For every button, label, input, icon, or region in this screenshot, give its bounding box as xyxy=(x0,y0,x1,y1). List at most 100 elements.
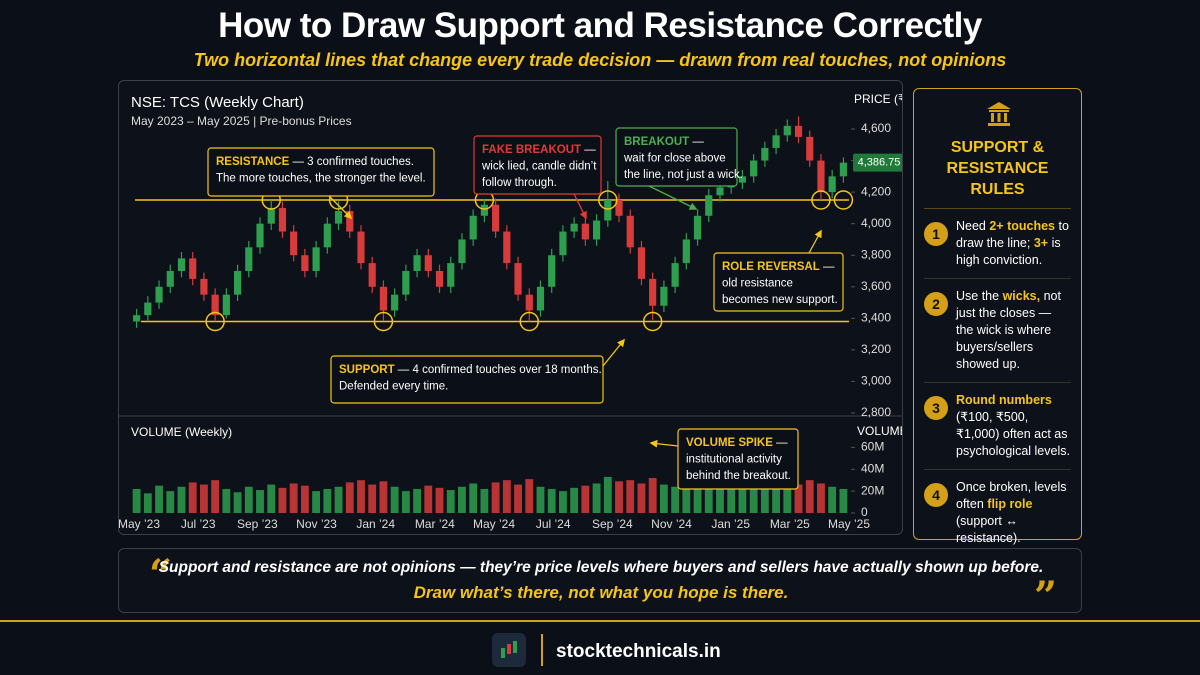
rule-text: Use the wicks, not just the closes — the… xyxy=(956,288,1071,373)
annotation-title: RESISTANCE xyxy=(216,156,290,168)
candle-body xyxy=(817,160,825,193)
annotation-line: — xyxy=(581,144,596,156)
annotation-line: becomes new support. xyxy=(722,294,838,306)
candle-body xyxy=(323,223,331,248)
volume-bar xyxy=(502,480,511,513)
volume-bar xyxy=(469,483,478,513)
candle-body xyxy=(435,271,444,287)
x-tick-label: Mar ’25 xyxy=(770,517,810,531)
rule-text: Once broken, levels often flip role (sup… xyxy=(956,479,1071,547)
candle-body xyxy=(278,207,287,232)
y-tick-label: 3,000 xyxy=(861,374,891,388)
x-tick-label: Jul ’23 xyxy=(181,517,216,531)
last-price-label: 4,386.75 xyxy=(858,157,901,169)
volume-bar xyxy=(278,487,287,513)
candle-body xyxy=(391,294,399,311)
x-tick-label: Mar ’24 xyxy=(415,517,455,531)
candle-body xyxy=(839,162,847,177)
candle-body xyxy=(682,239,690,264)
annotation-line: The more touches, the stronger the level… xyxy=(216,173,426,185)
candle-body xyxy=(649,278,657,306)
touch-circle xyxy=(519,311,540,332)
annotation-text: wait for close above xyxy=(623,153,726,165)
candle-body xyxy=(693,215,702,240)
volume-bar xyxy=(267,484,276,513)
x-tick-label: Jan ’24 xyxy=(356,517,395,531)
rule-highlight: wicks, xyxy=(1002,289,1041,303)
annotation-arrow xyxy=(328,195,353,220)
candle-body xyxy=(256,223,264,248)
subtitle: Two horizontal lines that change every t… xyxy=(193,50,1007,70)
y-axis-label: PRICE (₹) xyxy=(854,92,903,106)
candle-body xyxy=(671,263,679,287)
candle-body xyxy=(290,231,298,256)
y-tick-label: 3,200 xyxy=(861,342,891,356)
volume-bar xyxy=(783,482,792,513)
volume-bar xyxy=(558,491,567,513)
volume-bar xyxy=(413,488,422,513)
rule-part: Once broken, levels often xyxy=(956,480,1067,511)
volume-bar xyxy=(794,484,803,513)
last-price-box xyxy=(853,153,902,172)
footer-divider xyxy=(541,634,543,666)
x-tick-label: Nov ’24 xyxy=(651,517,692,531)
annotation-box xyxy=(473,135,602,195)
annotation-line: Defended every time. xyxy=(339,381,448,393)
rule-highlight: 3+ xyxy=(1033,236,1049,250)
volume-bar xyxy=(312,491,321,513)
site: stocktechnicals.in xyxy=(556,641,721,662)
volume-bar xyxy=(828,486,837,513)
rule-number: 3 xyxy=(924,396,948,420)
candle-body xyxy=(660,286,668,306)
rule: 1 Need 2+ touches to draw the line; 3+ is… xyxy=(924,209,1071,279)
rule-part: (support ↔ resistance). xyxy=(956,514,1021,545)
candle-body xyxy=(626,215,634,248)
candle-body xyxy=(469,215,477,240)
bank-icon xyxy=(987,102,1011,126)
candle-body xyxy=(346,211,354,232)
candle-body xyxy=(503,231,511,264)
rule-highlight: flip role xyxy=(987,497,1033,511)
candle-body xyxy=(772,135,780,148)
candle-body xyxy=(458,239,466,264)
quote-line: Draw what’s there, not what you hope is … xyxy=(413,583,789,602)
volume-bar xyxy=(379,481,388,513)
volume-bar xyxy=(334,486,343,513)
candle-body xyxy=(424,255,432,271)
y-tick-label: 2,800 xyxy=(861,405,891,419)
touch-circle xyxy=(642,311,663,332)
candle-body xyxy=(783,125,791,136)
candle-body xyxy=(761,147,769,161)
volume-bar xyxy=(536,486,545,513)
volume-bar xyxy=(760,485,769,513)
annotation-line: — 3 confirmed touches. xyxy=(289,156,414,168)
volume-bar xyxy=(615,481,623,513)
candle-body xyxy=(200,278,208,295)
candle-body xyxy=(413,255,421,271)
footer-rule xyxy=(0,620,1200,622)
annotation-text: Defended every time. xyxy=(339,381,448,393)
x-tick-label: Jul ’24 xyxy=(536,517,571,531)
volume-bar xyxy=(132,488,141,513)
volume-bar xyxy=(458,486,466,513)
x-tick-label: Nov ’23 xyxy=(296,517,337,531)
annotation-line: institutional activity xyxy=(686,454,782,466)
y-tick-label: 4,600 xyxy=(861,121,891,135)
rule-part: Need xyxy=(956,219,990,233)
candle-body xyxy=(155,286,163,303)
volume-bar xyxy=(659,484,668,513)
rule-highlight: 2+ touches xyxy=(989,219,1056,233)
annotation-line: behind the breakout. xyxy=(686,470,791,482)
annotation-text: becomes new support. xyxy=(722,294,838,306)
volume-bar xyxy=(480,488,489,513)
annotation-line: wick lied, candle didn’t xyxy=(481,161,597,173)
y-tick-label: 3,400 xyxy=(861,311,891,325)
rule: 4 Once broken, levels often flip role (su… xyxy=(924,470,1071,556)
annotation-arrow xyxy=(648,185,698,210)
volume-bar xyxy=(525,479,534,513)
annotation-box xyxy=(677,428,799,490)
annotation-title: ROLE REVERSAL xyxy=(722,261,820,273)
candle-body xyxy=(189,258,197,279)
volume-bar xyxy=(839,488,848,513)
volume-bar xyxy=(749,483,758,513)
